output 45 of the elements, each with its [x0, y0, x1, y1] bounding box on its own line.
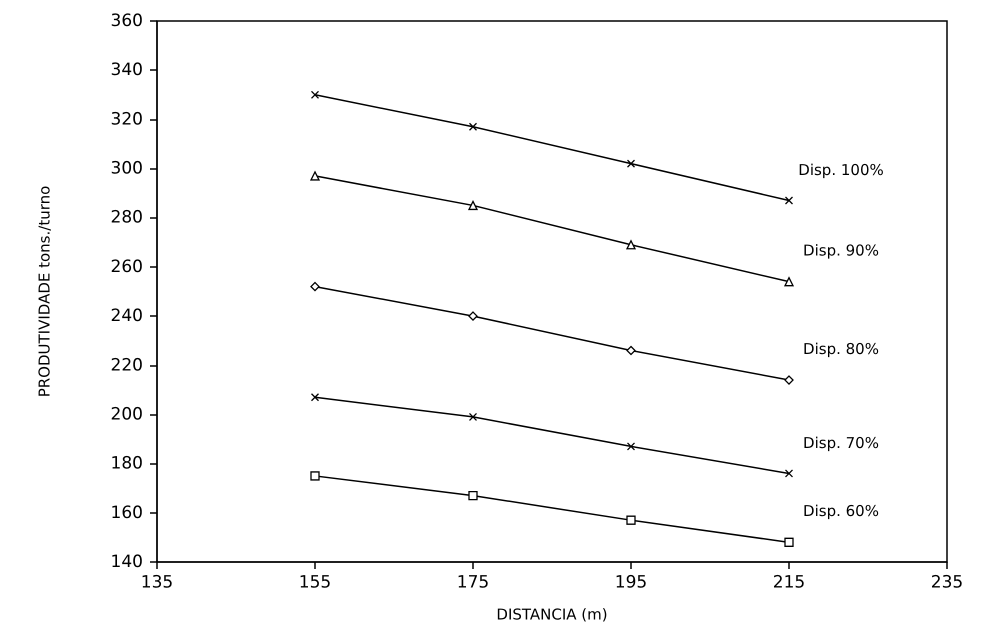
point [468, 311, 478, 321]
y-tick-label: 200 [110, 404, 143, 424]
y-axis-title: PRODUTIVIDADE tons./turno [36, 186, 54, 398]
point [784, 469, 794, 478]
y-tick-label: 320 [110, 109, 143, 130]
point [626, 516, 636, 525]
point [784, 538, 794, 547]
point [310, 471, 320, 481]
point [468, 490, 478, 500]
x-tick-label: 235 [930, 572, 964, 592]
x-tick-label: 155 [298, 572, 332, 592]
series-label: Disp. 100% [798, 160, 884, 179]
point [784, 196, 794, 205]
x-axis-title: DISTANCIA (m) [496, 606, 608, 624]
point [468, 122, 478, 131]
point [468, 200, 478, 210]
point [310, 393, 320, 402]
point [626, 442, 636, 451]
point [310, 282, 320, 292]
series-label: Disp. 80% [803, 340, 879, 358]
y-tick-label: 240 [110, 306, 143, 326]
series-label: Disp. 60% [803, 502, 879, 520]
x-tick-label: 135 [140, 572, 174, 592]
x-tick-label: 215 [772, 572, 806, 592]
y-tick-label: 280 [110, 208, 143, 228]
y-tick-label: 260 [110, 256, 143, 277]
point [626, 240, 636, 250]
y-tick-label: 300 [110, 158, 143, 179]
y-tick-label: 360 [110, 11, 143, 31]
x-tick-label: 175 [456, 572, 490, 592]
point [626, 159, 636, 168]
y-tick-label: 340 [110, 60, 143, 80]
point [310, 90, 320, 99]
point [784, 277, 794, 286]
point [468, 412, 478, 422]
x-tick-label: 195 [614, 572, 648, 592]
point [784, 375, 794, 385]
series-label: Disp. 70% [803, 434, 879, 452]
y-tick-label: 180 [110, 454, 143, 474]
point [626, 346, 636, 356]
point [310, 171, 320, 181]
y-tick-label: 220 [110, 355, 143, 376]
y-tick-label: 140 [110, 552, 143, 572]
series-label: Disp. 90% [803, 242, 879, 260]
y-tick-label: 160 [110, 502, 143, 523]
